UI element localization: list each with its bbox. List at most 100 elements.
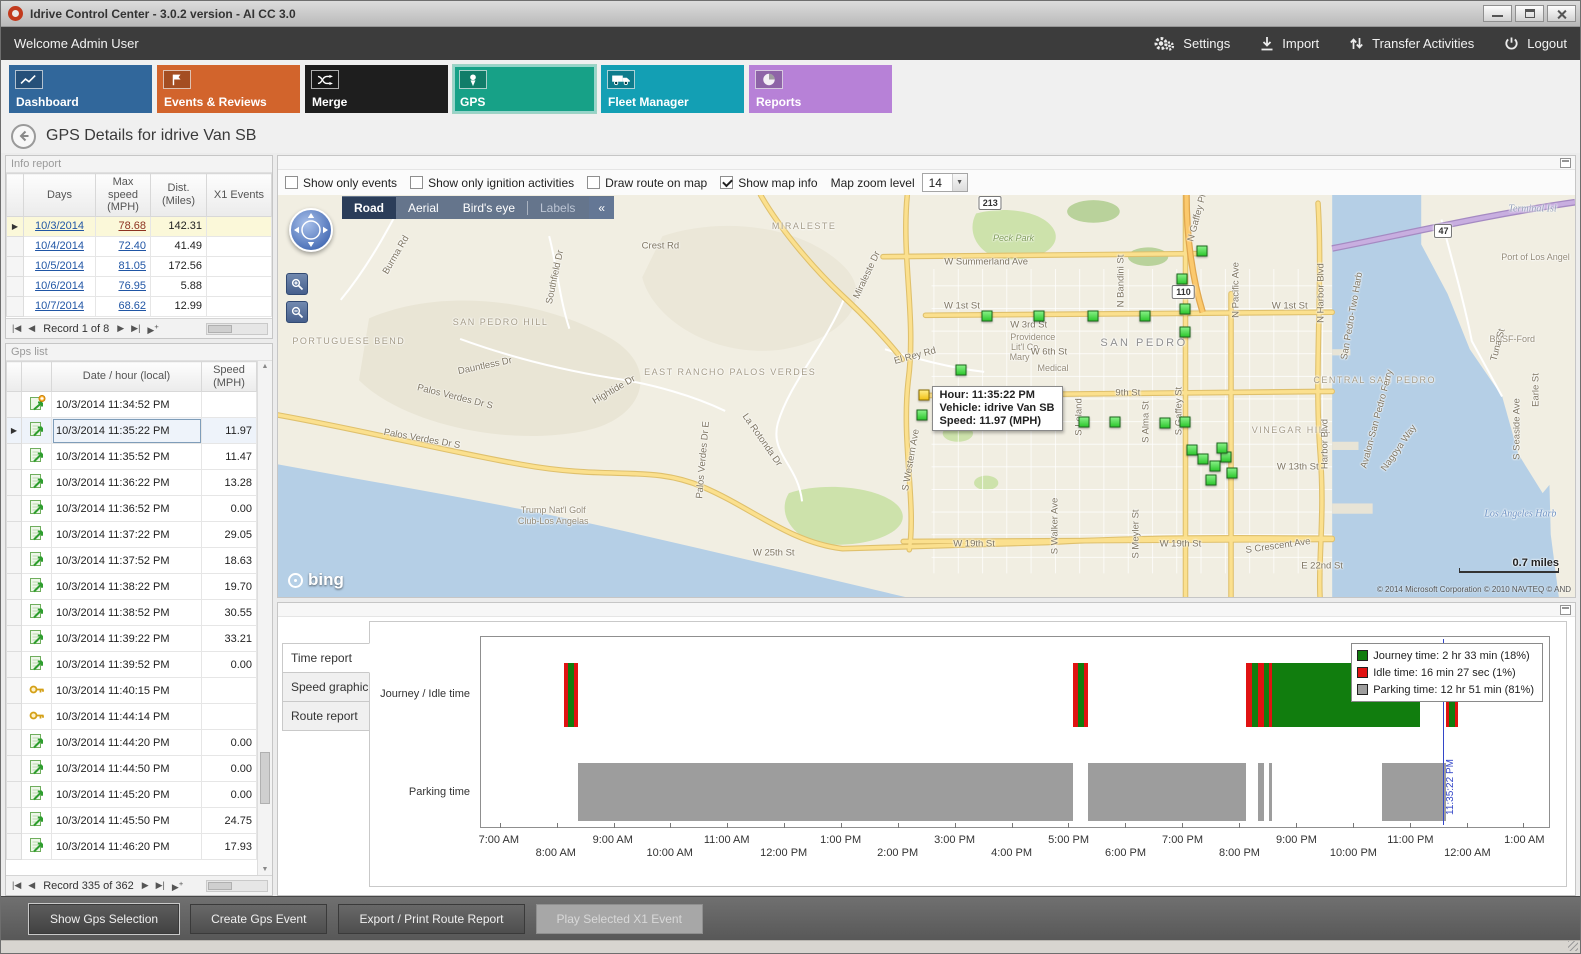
first-record-button[interactable]: |◀ xyxy=(12,323,22,333)
first-record-button[interactable]: |◀ xyxy=(12,880,22,890)
max-speed-link[interactable]: 78.68 xyxy=(118,220,146,233)
gps-marker[interactable] xyxy=(1109,416,1121,428)
gps-list-row[interactable]: 10/3/2014 11:36:22 PM 13.28 xyxy=(6,469,257,497)
add-record-button[interactable]: ▶+ xyxy=(171,878,184,892)
gps-marker[interactable] xyxy=(1209,460,1221,472)
tab-time-report[interactable]: Time report xyxy=(282,643,370,673)
gps-list-row[interactable]: 10/3/2014 11:40:15 PM xyxy=(6,677,257,705)
max-speed-link[interactable]: 81.05 xyxy=(118,260,146,273)
pager-scroll-thumb[interactable] xyxy=(208,324,232,333)
map-zoom-out-button[interactable] xyxy=(286,301,308,323)
gps-marker[interactable] xyxy=(1179,303,1191,315)
tile-gps[interactable]: GPS xyxy=(453,65,596,113)
close-button[interactable] xyxy=(1547,5,1576,22)
checkbox-show-only-ignition-activities[interactable]: Show only ignition activities xyxy=(410,176,574,190)
checkbox-show-only-events[interactable]: Show only events xyxy=(285,176,397,190)
gps-list-row[interactable]: 10/3/2014 11:37:22 PM 29.05 xyxy=(6,521,257,549)
panel-collapse-icon[interactable] xyxy=(1560,605,1571,615)
create-gps-event-button[interactable]: Create Gps Event xyxy=(190,903,328,934)
tab-route-report[interactable]: Route report xyxy=(282,701,370,731)
gps-list-row[interactable]: 10/3/2014 11:37:52 PM 18.63 xyxy=(6,547,257,575)
gps-marker[interactable] xyxy=(1033,310,1045,322)
gps-marker[interactable] xyxy=(1179,416,1191,428)
gps-marker[interactable] xyxy=(1186,444,1198,456)
checkbox-show-map-info[interactable]: Show map info xyxy=(720,176,818,190)
tab-speed-graphic[interactable]: Speed graphic xyxy=(282,672,370,702)
map-zoom-select[interactable]: 14 ▼ xyxy=(921,173,968,192)
map-toolbar-collapse-button[interactable]: « xyxy=(589,196,615,219)
gps-list-scrollbar[interactable]: ▲ ▼ xyxy=(257,361,272,875)
gps-marker[interactable] xyxy=(916,409,928,421)
scroll-down-icon[interactable]: ▼ xyxy=(261,866,269,873)
minimize-button[interactable] xyxy=(1483,5,1512,22)
info-report-row[interactable]: ▶ 10/3/2014 78.68 142.31 xyxy=(6,215,272,237)
gps-list-row[interactable]: 10/3/2014 11:38:22 PM 19.70 xyxy=(6,573,257,601)
gps-marker[interactable] xyxy=(1159,417,1171,429)
map[interactable]: Miraleste Peck Park W Summerland Ave Crest … xyxy=(278,195,1575,597)
checkbox-draw-route-on-map[interactable]: Draw route on map xyxy=(587,176,707,190)
back-button[interactable] xyxy=(11,123,36,149)
max-speed-link[interactable]: 72.40 xyxy=(118,240,146,253)
max-speed-link[interactable]: 76.95 xyxy=(118,280,146,293)
next-record-button[interactable]: ▶ xyxy=(141,880,149,890)
scrollbar-thumb[interactable] xyxy=(260,751,270,804)
gps-list-row[interactable]: 10/3/2014 11:36:52 PM 0.00 xyxy=(6,495,257,523)
gps-marker[interactable] xyxy=(1179,326,1191,338)
day-link[interactable]: 10/4/2014 xyxy=(35,240,84,253)
gps-list-row[interactable]: 10/3/2014 11:44:20 PM 0.00 xyxy=(6,729,257,757)
tile-reports[interactable]: Reports xyxy=(749,65,892,113)
map-style-tab-bird-s-eye[interactable]: Bird's eye xyxy=(462,200,515,215)
gps-list-row[interactable]: 10/3/2014 11:45:50 PM 24.75 xyxy=(6,807,257,835)
info-report-row[interactable]: 10/4/2014 72.40 41.49 xyxy=(6,235,272,257)
map-style-tab-labels[interactable]: Labels xyxy=(540,200,576,215)
gps-marker[interactable] xyxy=(1196,245,1208,257)
menu-transfer-activities[interactable]: Transfer Activities xyxy=(1349,36,1474,51)
gps-marker[interactable] xyxy=(1216,442,1228,454)
day-link[interactable]: 10/5/2014 xyxy=(35,260,84,273)
info-report-row[interactable]: 10/7/2014 68.62 12.99 xyxy=(6,295,272,317)
gps-marker[interactable] xyxy=(1197,453,1209,465)
gps-marker[interactable] xyxy=(955,364,967,376)
info-report-row[interactable]: 10/5/2014 81.05 172.56 xyxy=(6,255,272,277)
gps-marker[interactable] xyxy=(1205,474,1217,486)
gps-marker[interactable] xyxy=(981,310,993,322)
prev-record-button[interactable]: ◀ xyxy=(28,323,36,333)
gps-list-row[interactable]: 10/3/2014 11:39:52 PM 0.00 xyxy=(6,651,257,679)
gps-marker[interactable] xyxy=(1078,416,1090,428)
gps-marker[interactable] xyxy=(1176,273,1188,285)
tile-dashboard[interactable]: Dashboard xyxy=(9,65,152,113)
gps-list-row[interactable]: ▶ 10/3/2014 11:35:22 PM 11.97 xyxy=(6,417,257,445)
gps-marker[interactable] xyxy=(1087,310,1099,322)
map-pan-control[interactable] xyxy=(288,207,334,256)
max-speed-link[interactable]: 68.62 xyxy=(118,300,146,313)
gps-list-row[interactable]: 10/3/2014 11:44:50 PM 0.00 xyxy=(6,755,257,783)
prev-record-button[interactable]: ◀ xyxy=(28,880,36,890)
gps-marker[interactable] xyxy=(1139,310,1151,322)
gps-list-row[interactable]: 10/3/2014 11:46:20 PM 17.93 xyxy=(6,833,257,861)
tile-events-reviews[interactable]: Events & Reviews xyxy=(157,65,300,113)
panel-collapse-icon[interactable] xyxy=(1560,158,1571,168)
day-link[interactable]: 10/3/2014 xyxy=(35,220,84,233)
menu-logout[interactable]: Logout xyxy=(1504,36,1567,51)
info-report-row[interactable]: 10/6/2014 76.95 5.88 xyxy=(6,275,272,297)
map-style-tab-aerial[interactable]: Aerial xyxy=(408,200,439,215)
last-record-button[interactable]: ▶| xyxy=(131,323,141,333)
scroll-up-icon[interactable]: ▲ xyxy=(261,363,269,370)
add-record-button[interactable]: ▶+ xyxy=(147,321,159,335)
maximize-button[interactable] xyxy=(1515,5,1544,22)
gps-marker[interactable] xyxy=(1226,467,1238,479)
menu-import[interactable]: Import xyxy=(1260,36,1319,51)
tile-merge[interactable]: Merge xyxy=(305,65,448,113)
last-record-button[interactable]: ▶| xyxy=(155,880,165,890)
show-gps-selection-button[interactable]: Show Gps Selection xyxy=(29,903,180,934)
gps-list-row[interactable]: 10/3/2014 11:39:22 PM 33.21 xyxy=(6,625,257,653)
pager-scrollbar[interactable] xyxy=(206,322,268,335)
gps-list-row[interactable]: 10/3/2014 11:34:52 PM xyxy=(6,391,257,419)
gps-marker-selected[interactable] xyxy=(918,389,930,401)
pager-scroll-thumb[interactable] xyxy=(208,881,232,890)
day-link[interactable]: 10/6/2014 xyxy=(35,280,84,293)
map-style-tab-road[interactable]: Road xyxy=(342,196,396,219)
gps-list-row[interactable]: 10/3/2014 11:35:52 PM 11.47 xyxy=(6,443,257,471)
gps-list-row[interactable]: 10/3/2014 11:38:52 PM 30.55 xyxy=(6,599,257,627)
pager-scrollbar[interactable] xyxy=(206,879,268,892)
